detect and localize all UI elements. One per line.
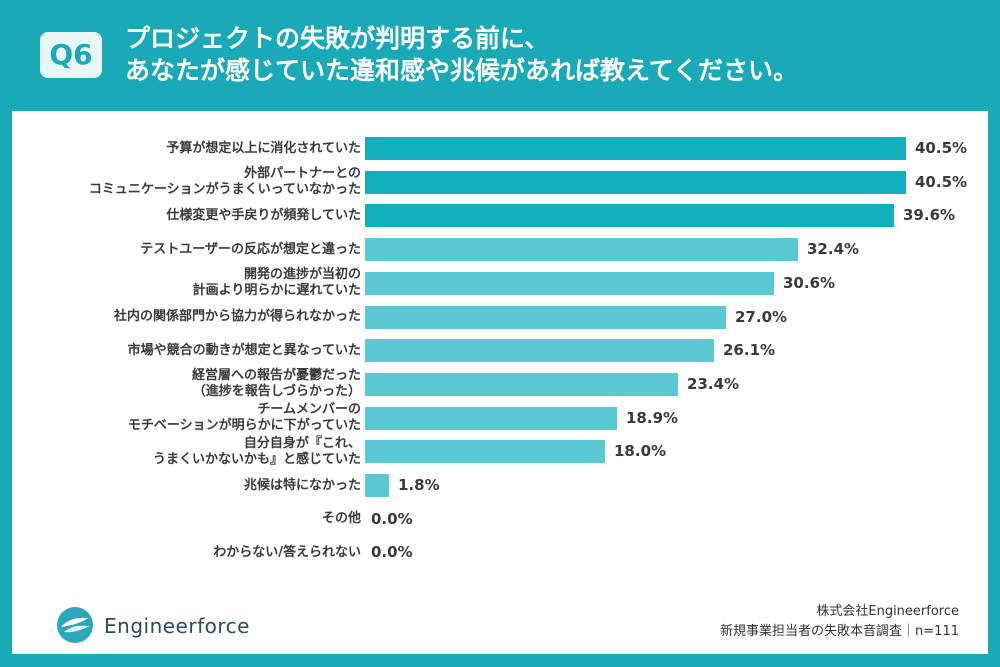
value-label: 30.6% [783, 273, 836, 292]
data-bar [365, 440, 605, 464]
value-label: 39.6% [903, 206, 956, 225]
question-title-line2: あなたが感じていた違和感や兆候があれば教えてください。 [125, 56, 799, 85]
category-label: 予算が想定以上に消化されていた [166, 140, 361, 156]
data-bar [365, 204, 894, 228]
engineerforce-logo-icon [57, 607, 93, 643]
data-bar [365, 271, 774, 295]
header: Q6 プロジェクトの失敗が判明する前に、 あなたが感じていた違和感や兆候があれば… [0, 0, 1000, 110]
data-bar [365, 137, 906, 160]
value-label: 1.8% [398, 476, 440, 494]
brand-name: Engineerforce [104, 614, 250, 638]
category-label: 兆候は特になかった [243, 477, 361, 493]
company-name: 株式会社Engineerforce [816, 604, 959, 619]
value-label: 18.0% [614, 442, 667, 461]
data-bar [365, 474, 389, 497]
value-label: 40.5% [915, 139, 968, 157]
question-title-line1: プロジェクトの失敗が判明する前に、 [125, 24, 550, 53]
category-label: 自分自身が『これ、 うまくいかないかも』と感じていた [152, 435, 361, 467]
chart-card: 予算が想定以上に消化されていた 40.5% 外部パートナーとの コミュニケーションが… [12, 111, 988, 654]
value-label: 26.1% [723, 341, 776, 360]
category-label: 社内の関係部門から協力が得られなかった [113, 309, 361, 324]
value-label: 18.9% [626, 408, 679, 427]
category-label: わからない/答えられない [213, 544, 361, 560]
value-label: 32.4% [807, 240, 860, 259]
value-label: 40.5% [915, 172, 968, 191]
category-label: 仕様変更や手戻りが頻発していた [166, 207, 361, 223]
category-label: テストユーザーの反応が想定と違った [140, 241, 361, 257]
survey-caption: 新規事業担当者の失敗本音調査｜n=111 [720, 624, 959, 639]
value-label: 27.0% [735, 307, 788, 326]
category-label: その他 [321, 511, 361, 527]
data-bar [365, 372, 678, 396]
question-badge: Q6 [40, 32, 102, 78]
data-bar [365, 339, 714, 363]
category-label: 外部パートナーとの コミュニケーションがうまくいっていなかった [88, 166, 361, 198]
value-label: 23.4% [687, 374, 740, 393]
data-bar [365, 406, 617, 430]
category-label: 開発の進捗が当初の 計画より明らかに遅れていた [192, 267, 361, 299]
data-bar [365, 305, 726, 329]
bar-chart: 予算が想定以上に消化されていた 40.5% 外部パートナーとの コミュニケーションが… [12, 111, 988, 571]
category-label: 市場や競合の動きが想定と異なっていた [127, 342, 361, 358]
value-label: 0.0% [371, 509, 413, 528]
category-label: 経営層への報告が憂鬱だった （進捗を報告しづらかった） [191, 368, 361, 400]
data-bar [365, 170, 906, 194]
value-label: 0.0% [371, 543, 413, 562]
category-label: チームメンバーの モチベーションが明らかに下がっていた [127, 402, 361, 434]
data-bar [365, 238, 798, 262]
